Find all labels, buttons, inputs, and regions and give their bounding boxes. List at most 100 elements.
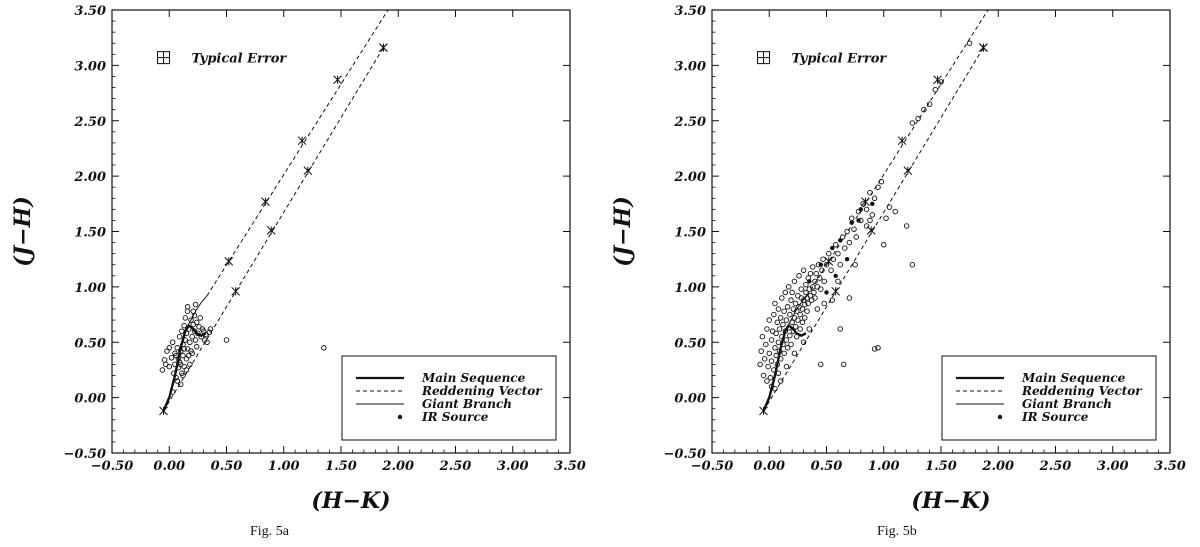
chart-b-data-point bbox=[821, 278, 827, 285]
chart-b-data-point bbox=[875, 345, 881, 351]
chart-b-legend-entry: IR Source bbox=[997, 410, 1089, 424]
chart-b-data-point bbox=[776, 326, 783, 332]
chart-b-data-point bbox=[938, 79, 944, 85]
chart-b-y-tick-label: 0.50 bbox=[674, 336, 706, 351]
chart-b-data-point bbox=[799, 306, 806, 312]
chart-b-data-point bbox=[771, 311, 777, 318]
chart-a-data-point bbox=[169, 339, 176, 346]
chart-b-data-point bbox=[846, 295, 853, 301]
chart-b-data-point bbox=[784, 304, 791, 310]
chart-a-data-point bbox=[180, 352, 186, 359]
chart-a-data-point bbox=[195, 330, 201, 337]
chart-b-ir-source-point bbox=[856, 218, 861, 223]
chart-b-data-point bbox=[811, 289, 817, 296]
chart-a-data-point bbox=[206, 329, 213, 336]
chart-b-data-point bbox=[772, 300, 778, 307]
chart-b-data-point bbox=[787, 332, 793, 339]
chart-a-data-point bbox=[159, 367, 166, 373]
chart-b-x-tick-label: 2.50 bbox=[1039, 459, 1072, 474]
chart-b-data-point bbox=[853, 234, 860, 240]
figure-5a-caption-prefix: Fig. bbox=[250, 524, 276, 539]
chart-b-y-tick-label: 3.50 bbox=[674, 4, 706, 19]
figure-5a-panel: −0.50 −0.50 0.00 0.00 0.50 0.50 1.00 1.00 1.50 1.… bbox=[10, 4, 586, 539]
chart-b-data-point bbox=[801, 315, 808, 321]
chart-a-data-point bbox=[182, 315, 189, 321]
chart-b-legend-label: Giant Branch bbox=[1022, 397, 1112, 411]
chart-a-legend-entry: Main Sequence bbox=[356, 371, 526, 385]
chart-b-y-tick-label: 2.00 bbox=[673, 170, 706, 185]
figure-5b-caption: Fig. 5b bbox=[877, 524, 917, 540]
chart-b-data-point bbox=[775, 306, 782, 312]
chart-b-ir-source-point bbox=[833, 273, 838, 278]
chart-b-data-point bbox=[789, 319, 795, 326]
chart-b-data-point bbox=[915, 115, 921, 122]
chart-a-x-tick-label: 0.50 bbox=[211, 459, 243, 474]
chart-b-data-point bbox=[909, 261, 916, 268]
chart-b-data-point bbox=[867, 189, 873, 196]
chart-b-data-point bbox=[837, 261, 843, 268]
chart-b-y-tick-label: 1.50 bbox=[674, 226, 706, 241]
chart-a-data-point bbox=[198, 333, 205, 340]
chart-b-ir-source-point bbox=[818, 262, 823, 267]
chart-a-data-point bbox=[181, 346, 187, 352]
chart-b-data-point bbox=[816, 275, 823, 281]
chart-a-data-point bbox=[177, 381, 184, 388]
chart-b-data-point bbox=[796, 273, 802, 279]
chart-b-data-point bbox=[829, 297, 835, 303]
chart-a-data-point bbox=[173, 374, 179, 381]
chart-a-reddening-marker bbox=[231, 286, 241, 296]
chart-b-data-point bbox=[793, 308, 800, 314]
chart-b-ir-source-point bbox=[824, 290, 829, 295]
chart-a-reddening-marker bbox=[297, 136, 307, 146]
chart-b-y-tick-label: 3.00 bbox=[674, 59, 706, 74]
chart-b-data-point bbox=[844, 228, 850, 235]
chart-a-data-point bbox=[161, 357, 168, 363]
chart-b-data-point bbox=[793, 333, 800, 340]
chart-a-data-point bbox=[180, 372, 186, 379]
chart-b-x-tick-label: 2.00 bbox=[981, 459, 1014, 474]
chart-b-legend-label: IR Source bbox=[1021, 410, 1089, 424]
chart-a-x-tick-label: 1.00 bbox=[268, 459, 300, 474]
chart-b-data-point bbox=[819, 267, 825, 274]
chart-a-data-point bbox=[192, 301, 199, 308]
chart-b-reddening-marker bbox=[933, 75, 942, 85]
chart-a-data-point bbox=[183, 367, 190, 373]
chart-a-reddening-marker bbox=[224, 257, 234, 266]
chart-a-data-point bbox=[181, 322, 187, 329]
chart-a-x-tick-label: −0.50 bbox=[91, 459, 134, 474]
chart-b-legend-entry: Main Sequence bbox=[956, 371, 1126, 385]
chart-b-data-point bbox=[875, 184, 881, 190]
chart-b-data-point bbox=[795, 317, 801, 323]
chart-b-data-point bbox=[764, 378, 770, 384]
chart-b-data-point bbox=[837, 326, 843, 332]
chart-b-data-point bbox=[800, 339, 807, 346]
chart-a-legend-entry: IR Source bbox=[397, 410, 489, 424]
chart-a-y-tick-label: 3.50 bbox=[74, 4, 106, 19]
chart-b-data-point bbox=[773, 330, 779, 337]
chart-b-x-tick-label: −0.50 bbox=[691, 459, 734, 474]
chart-a-data-point bbox=[168, 355, 175, 361]
chart-b-data-point bbox=[830, 256, 837, 262]
chart-a-data-point bbox=[185, 326, 192, 332]
chart-b-data-point bbox=[782, 289, 789, 296]
figure-5b-panel: −0.50 −0.50 0.00 0.00 0.50 0.50 1.00 1.00 1.50 1.… bbox=[600, 0, 1200, 547]
figure-5b-caption-prefix: Fig. bbox=[877, 524, 903, 539]
chart-b-data-point bbox=[966, 40, 973, 46]
chart-b-data-point bbox=[823, 261, 830, 268]
chart-b-data-point bbox=[813, 270, 819, 277]
chart-a-x-tick-label: 3.50 bbox=[554, 459, 586, 474]
chart-b-data-point bbox=[792, 300, 799, 307]
figure-5b-caption-label: 5b bbox=[902, 524, 917, 539]
chart-a-x-tick-label: 2.00 bbox=[381, 459, 414, 474]
chart-a-typical-error-label: Typical Error bbox=[192, 52, 288, 67]
chart-a-y-tick-label: 2.50 bbox=[73, 115, 106, 130]
chart-b-data-point bbox=[775, 370, 782, 377]
chart-b-data-point bbox=[760, 372, 767, 379]
chart-a-data-point bbox=[182, 337, 189, 343]
chart-a-data-point bbox=[171, 370, 177, 377]
chart-b-data-point bbox=[835, 278, 841, 285]
chart-a-legend-entry: Giant Branch bbox=[356, 397, 512, 411]
chart-b-data-point bbox=[771, 367, 777, 373]
chart-b-data-point bbox=[782, 328, 789, 334]
chart-b-data-point bbox=[761, 356, 768, 362]
